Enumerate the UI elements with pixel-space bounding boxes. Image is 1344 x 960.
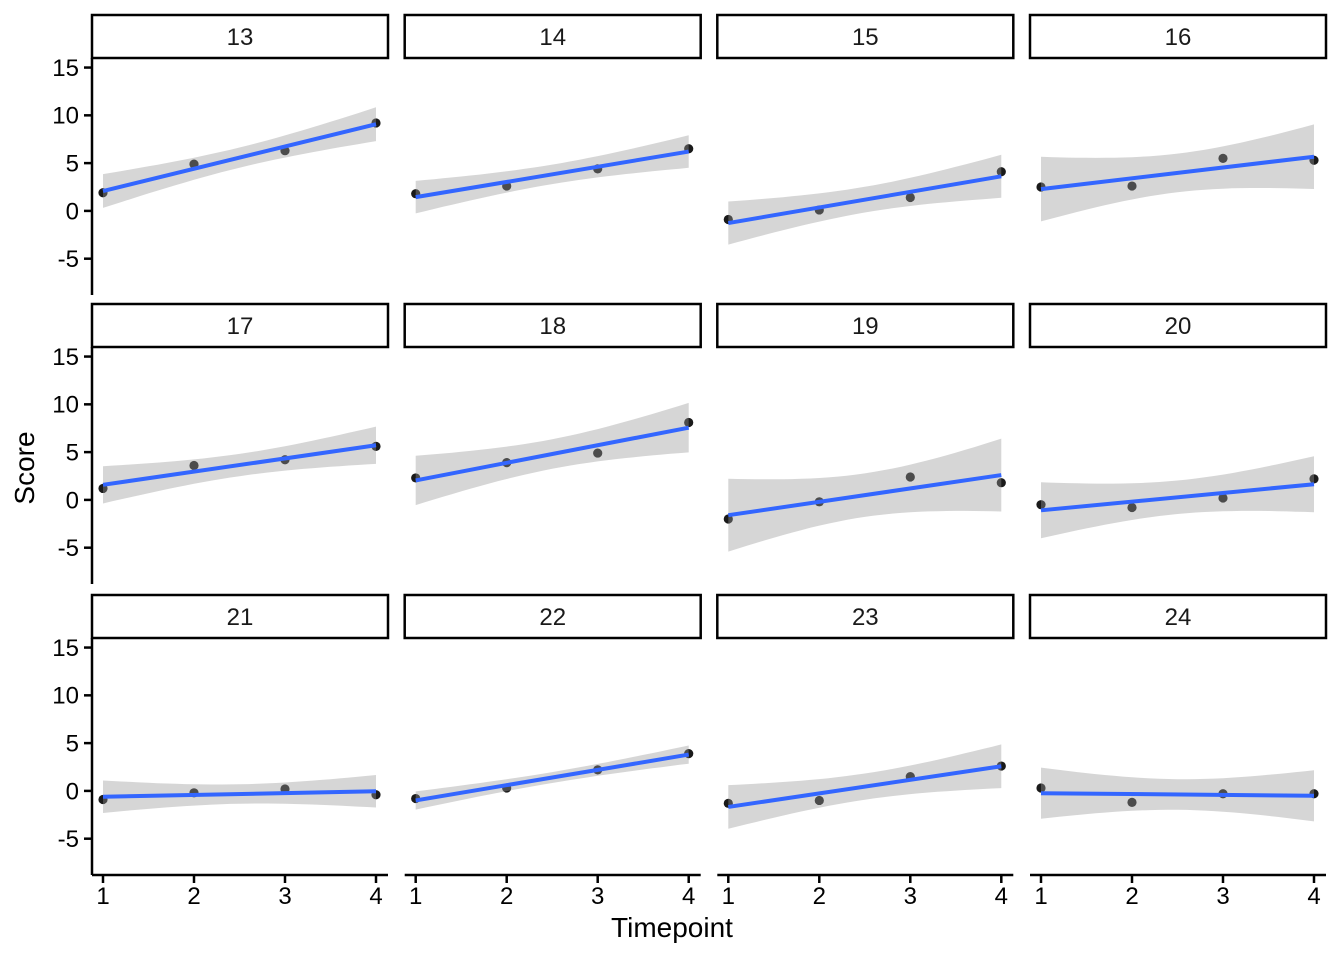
facet-strip <box>1028 13 1328 60</box>
y-tick-label: 5 <box>66 440 79 467</box>
data-point <box>1036 783 1046 793</box>
facet-strip <box>716 593 1015 640</box>
y-tick-label: 10 <box>52 683 79 710</box>
facet-panel <box>723 154 1006 245</box>
data-point <box>814 795 824 806</box>
data-point <box>1218 493 1228 503</box>
facet-strip-label: 15 <box>852 24 879 51</box>
facet-strip-label: 17 <box>227 313 254 340</box>
x-tick-label: 3 <box>1216 883 1229 910</box>
data-point <box>1218 153 1228 163</box>
y-tick-label: 10 <box>52 103 79 130</box>
facet-strip-label: 22 <box>539 604 566 631</box>
data-point <box>905 192 915 203</box>
facet-strip <box>90 302 390 349</box>
regression-line <box>102 789 377 799</box>
facet-strip <box>716 302 1015 349</box>
y-tick-label: 0 <box>66 487 79 514</box>
x-axis-title: Timepoint <box>611 912 733 943</box>
facet-strip <box>1028 302 1328 349</box>
y-tick-label: -5 <box>58 246 79 273</box>
data-point <box>1127 502 1137 513</box>
y-tick-label: 15 <box>52 55 79 82</box>
facet-strip-label: 18 <box>539 313 566 340</box>
regression-line <box>1040 791 1315 798</box>
regression-line <box>728 764 1002 809</box>
data-point <box>593 448 603 458</box>
x-tick-label: 3 <box>904 883 917 910</box>
regression-line <box>1040 482 1315 513</box>
data-point <box>189 460 199 471</box>
facet-strip-label: 16 <box>1165 24 1192 51</box>
regression-line <box>102 443 377 487</box>
facet-panel <box>411 402 694 506</box>
x-tick-label: 2 <box>500 883 513 910</box>
regression-line <box>1040 154 1315 192</box>
regression-line <box>727 174 1002 226</box>
data-point <box>1127 181 1137 191</box>
facet-strip-label: 19 <box>852 313 879 340</box>
facet-strip <box>403 13 702 60</box>
facet-strip-label: 14 <box>539 24 566 51</box>
x-tick-label: 1 <box>96 883 109 910</box>
data-point <box>1127 797 1137 807</box>
y-tick-label: 0 <box>66 198 79 225</box>
x-tick-label: 2 <box>1125 883 1138 910</box>
y-tick-label: 10 <box>52 392 79 419</box>
facet-strip <box>1028 593 1328 640</box>
facet-strip <box>403 302 702 349</box>
regression-line <box>415 752 690 803</box>
regression-line <box>415 149 690 200</box>
y-tick-label: 5 <box>66 731 79 758</box>
regression-line <box>102 122 377 193</box>
y-axis-title: Score <box>9 431 40 504</box>
x-tick-label: 4 <box>1307 883 1320 910</box>
facet-strip-label: 24 <box>1165 604 1192 631</box>
y-tick-label: 15 <box>52 344 79 371</box>
y-tick-label: -5 <box>58 535 79 562</box>
data-point <box>1036 500 1046 510</box>
facet-strip-label: 20 <box>1165 313 1192 340</box>
x-tick-label: 4 <box>995 883 1008 910</box>
y-tick-label: 15 <box>52 635 79 662</box>
x-tick-label: 4 <box>369 883 382 910</box>
facet-strip <box>90 13 390 60</box>
facet-strip <box>716 13 1015 60</box>
facet-panel <box>1036 456 1319 539</box>
facet-strip-label: 21 <box>227 604 254 631</box>
x-tick-label: 1 <box>722 883 735 910</box>
y-tick-label: 0 <box>66 778 79 805</box>
x-tick-label: 4 <box>682 883 695 910</box>
x-tick-label: 3 <box>278 883 291 910</box>
facet-panel <box>723 744 1006 829</box>
x-tick-label: 2 <box>187 883 200 910</box>
x-tick-label: 3 <box>591 883 604 910</box>
facet-strip-label: 13 <box>227 24 254 51</box>
regression-line <box>728 473 1002 518</box>
y-tick-label: 5 <box>66 151 79 178</box>
facet-panel <box>98 426 381 504</box>
facet-panel <box>411 135 694 214</box>
facet-strip-label: 23 <box>852 604 879 631</box>
x-tick-label: 2 <box>813 883 826 910</box>
facet-strip <box>90 593 390 640</box>
facet-panel <box>98 775 381 813</box>
x-tick-label: 1 <box>1034 883 1047 910</box>
facet-panel <box>1036 767 1319 822</box>
facet-panel <box>411 745 694 810</box>
x-tick-label: 1 <box>409 883 422 910</box>
facet-panel <box>1036 124 1319 222</box>
y-tick-label: -5 <box>58 826 79 853</box>
data-point <box>996 167 1006 177</box>
facet-strip <box>403 593 702 640</box>
facet-panel <box>723 438 1006 552</box>
data-point <box>905 472 915 482</box>
facet-panel <box>98 107 381 208</box>
regression-line <box>415 425 690 483</box>
data-point <box>684 417 694 428</box>
data-point <box>996 478 1006 488</box>
data-point <box>1309 474 1319 484</box>
